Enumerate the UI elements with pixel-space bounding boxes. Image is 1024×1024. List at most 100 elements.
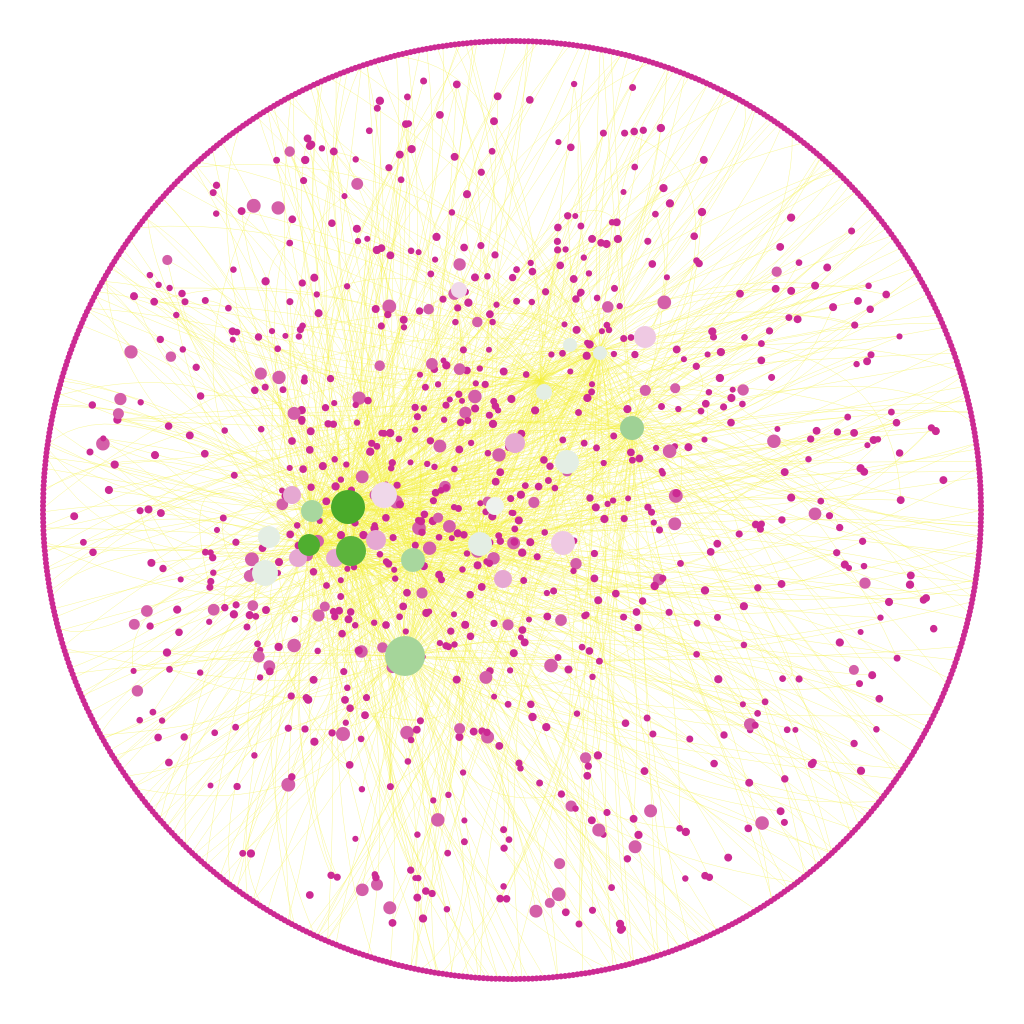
node bbox=[481, 380, 489, 389]
node bbox=[525, 616, 533, 623]
node bbox=[416, 717, 424, 725]
node bbox=[435, 533, 443, 541]
node bbox=[322, 497, 331, 506]
node bbox=[629, 814, 638, 823]
ring-node bbox=[513, 976, 520, 982]
node bbox=[500, 844, 508, 852]
node bbox=[548, 351, 555, 358]
node bbox=[287, 638, 301, 653]
node bbox=[426, 358, 438, 370]
node bbox=[768, 373, 776, 381]
node bbox=[491, 693, 498, 700]
node bbox=[590, 549, 599, 558]
hub-node bbox=[336, 727, 350, 741]
node bbox=[437, 486, 445, 494]
node bbox=[845, 564, 853, 572]
hub-node bbox=[401, 548, 425, 572]
node bbox=[328, 729, 336, 737]
node bbox=[634, 830, 643, 840]
node bbox=[210, 569, 217, 576]
node bbox=[554, 858, 566, 870]
node bbox=[149, 708, 157, 716]
node bbox=[445, 791, 452, 799]
node bbox=[136, 507, 144, 515]
node bbox=[693, 619, 701, 627]
node bbox=[146, 622, 154, 630]
node bbox=[100, 435, 107, 442]
node bbox=[668, 517, 682, 531]
node bbox=[256, 674, 264, 681]
node bbox=[853, 360, 860, 368]
node bbox=[124, 345, 138, 359]
node bbox=[416, 587, 428, 599]
node bbox=[639, 384, 651, 396]
node bbox=[265, 667, 274, 676]
node bbox=[662, 444, 677, 458]
node bbox=[357, 735, 365, 743]
node bbox=[649, 730, 657, 738]
node bbox=[544, 477, 552, 484]
node bbox=[185, 431, 194, 440]
hub-nodes bbox=[252, 282, 656, 741]
hub-node bbox=[563, 338, 577, 352]
hub-node bbox=[385, 636, 425, 676]
node bbox=[355, 470, 369, 484]
node bbox=[442, 401, 450, 409]
node bbox=[495, 532, 503, 540]
node bbox=[751, 520, 760, 529]
node bbox=[413, 413, 422, 421]
node bbox=[658, 467, 665, 475]
node bbox=[400, 725, 414, 740]
node bbox=[628, 840, 642, 854]
node bbox=[309, 675, 318, 684]
node bbox=[326, 374, 335, 383]
node bbox=[610, 284, 619, 292]
hub-node bbox=[536, 384, 552, 400]
node bbox=[88, 401, 97, 409]
node bbox=[319, 601, 330, 612]
node bbox=[469, 727, 478, 736]
node bbox=[585, 270, 593, 277]
node bbox=[610, 432, 618, 440]
node bbox=[657, 295, 672, 310]
node bbox=[644, 237, 652, 245]
node bbox=[329, 420, 338, 428]
node bbox=[744, 824, 753, 833]
node bbox=[344, 565, 351, 572]
node bbox=[261, 383, 269, 391]
node bbox=[372, 873, 380, 882]
node bbox=[756, 525, 764, 533]
node bbox=[305, 891, 314, 899]
node bbox=[529, 904, 543, 918]
node bbox=[684, 443, 693, 452]
node bbox=[460, 838, 468, 846]
node bbox=[542, 722, 551, 732]
ring-node bbox=[504, 38, 511, 44]
node bbox=[858, 537, 867, 545]
node bbox=[736, 289, 744, 298]
node bbox=[196, 392, 205, 400]
node bbox=[616, 926, 625, 934]
node bbox=[418, 914, 428, 923]
node bbox=[556, 261, 565, 270]
node bbox=[570, 567, 577, 575]
node bbox=[477, 168, 485, 176]
node bbox=[331, 613, 339, 621]
node bbox=[613, 234, 623, 244]
node bbox=[778, 516, 786, 524]
node bbox=[274, 642, 283, 652]
node bbox=[154, 733, 162, 742]
node bbox=[212, 210, 220, 217]
node bbox=[508, 273, 517, 282]
node bbox=[207, 577, 215, 586]
node bbox=[327, 871, 335, 879]
node bbox=[251, 752, 258, 759]
node bbox=[207, 782, 214, 789]
node bbox=[580, 254, 587, 261]
node bbox=[715, 373, 725, 383]
node bbox=[209, 189, 217, 197]
node bbox=[177, 576, 184, 583]
node bbox=[860, 562, 868, 570]
node bbox=[112, 408, 124, 420]
